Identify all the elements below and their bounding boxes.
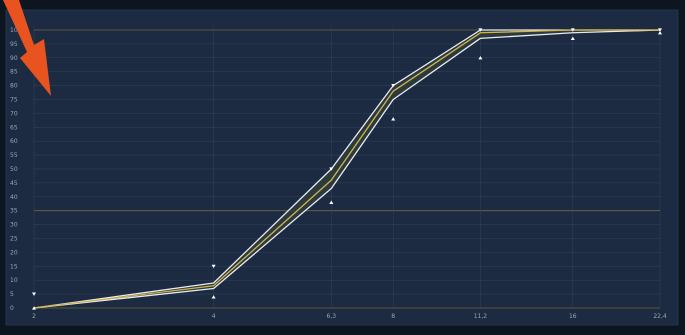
y-tick-label: 15	[10, 263, 18, 270]
x-axis-tick-labels: 2 4 6,3 8 11,2 16 22,4	[32, 313, 667, 320]
marker-lower	[329, 200, 334, 204]
marker-lower	[570, 36, 575, 40]
marker-lower	[32, 306, 36, 310]
y-tick-label: 0	[10, 305, 14, 312]
marker-lower	[211, 295, 216, 299]
y-tick-label: 60	[10, 138, 18, 145]
y-tick-label: 75	[10, 97, 18, 104]
marker-upper	[478, 28, 483, 32]
marker-upper	[658, 28, 662, 32]
y-tick-label: 5	[10, 291, 14, 298]
y-tick-label: 90	[10, 55, 18, 62]
y-tick-label: 85	[10, 69, 18, 76]
y-tick-label: 10	[10, 277, 18, 284]
x-tick-label: 4	[212, 313, 216, 320]
marker-lower	[391, 117, 396, 121]
x-tick-label: 16	[569, 313, 577, 320]
x-tick-label: 2	[32, 313, 36, 320]
marker-upper	[32, 292, 36, 296]
marker-lower	[478, 56, 483, 60]
y-tick-label: 40	[10, 194, 18, 201]
x-tick-label: 11,2	[474, 313, 488, 320]
y-axis-tick-labels: 0 5 10 15 20 25 30 35 40 45 50 55 60 65 70 75 80 85 90 95 10…	[10, 27, 22, 312]
marker-group	[32, 28, 662, 310]
y-tick-label: 20	[10, 249, 18, 256]
marker-upper	[570, 28, 575, 32]
arrow-icon	[3, 0, 51, 96]
x-tick-label: 6,3	[327, 313, 337, 320]
y-tick-label: 100	[10, 27, 22, 34]
y-tick-label: 55	[10, 152, 18, 159]
y-tick-label: 25	[10, 236, 18, 243]
marker-upper	[211, 264, 216, 269]
y-tick-label: 35	[10, 208, 18, 215]
y-tick-label: 45	[10, 180, 18, 187]
y-tick-label: 30	[10, 222, 18, 229]
x-tick-label: 22,4	[653, 313, 667, 320]
y-tick-label: 80	[10, 83, 18, 90]
y-tick-label: 65	[10, 124, 18, 131]
marker-upper	[329, 167, 334, 171]
y-tick-label: 70	[10, 110, 18, 117]
marker-lower	[658, 30, 662, 35]
y-tick-label: 95	[10, 41, 18, 48]
x-tick-label: 8	[391, 313, 395, 320]
y-tick-label: 50	[10, 166, 18, 173]
grid	[33, 26, 661, 309]
marker-upper	[391, 84, 396, 88]
series-line-lower-envelope	[33, 29, 661, 309]
